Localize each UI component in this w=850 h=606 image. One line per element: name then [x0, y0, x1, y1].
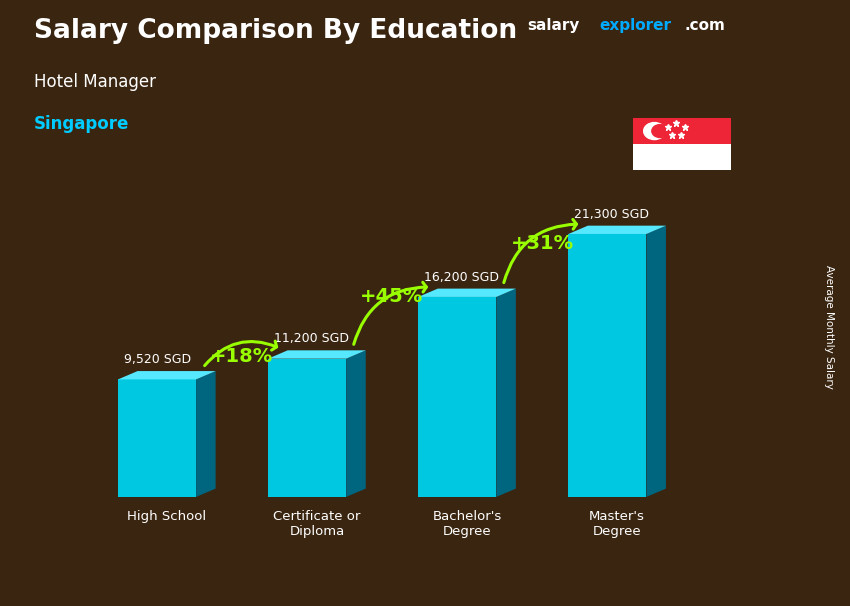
Text: Singapore: Singapore [34, 115, 129, 133]
Bar [569, 234, 647, 497]
Text: 11,200 SGD: 11,200 SGD [275, 332, 349, 345]
Text: Master's
Degree: Master's Degree [589, 510, 645, 538]
Text: .com: .com [684, 18, 725, 33]
Text: +45%: +45% [360, 287, 423, 307]
Text: Salary Comparison By Education: Salary Comparison By Education [34, 18, 517, 44]
Circle shape [643, 122, 666, 139]
Polygon shape [496, 288, 516, 497]
Bar [118, 379, 196, 497]
Polygon shape [569, 225, 666, 234]
Text: Bachelor's
Degree: Bachelor's Degree [433, 510, 502, 538]
Text: explorer: explorer [599, 18, 672, 33]
Circle shape [652, 125, 668, 138]
Text: salary: salary [527, 18, 580, 33]
Polygon shape [268, 350, 366, 359]
Bar [633, 118, 731, 144]
Text: +18%: +18% [210, 347, 274, 367]
Polygon shape [118, 371, 216, 379]
Text: High School: High School [128, 510, 207, 523]
Bar [633, 144, 731, 170]
Text: 16,200 SGD: 16,200 SGD [424, 271, 499, 284]
Text: Average Monthly Salary: Average Monthly Salary [824, 265, 834, 389]
Text: Hotel Manager: Hotel Manager [34, 73, 156, 91]
Text: Certificate or
Diploma: Certificate or Diploma [273, 510, 360, 538]
Bar [418, 297, 496, 497]
Polygon shape [418, 288, 516, 297]
Polygon shape [196, 371, 216, 497]
Text: 21,300 SGD: 21,300 SGD [575, 208, 649, 221]
Polygon shape [647, 225, 666, 497]
Text: +31%: +31% [511, 234, 574, 253]
Bar [268, 359, 346, 497]
Polygon shape [346, 350, 366, 497]
Text: 9,520 SGD: 9,520 SGD [124, 353, 191, 366]
